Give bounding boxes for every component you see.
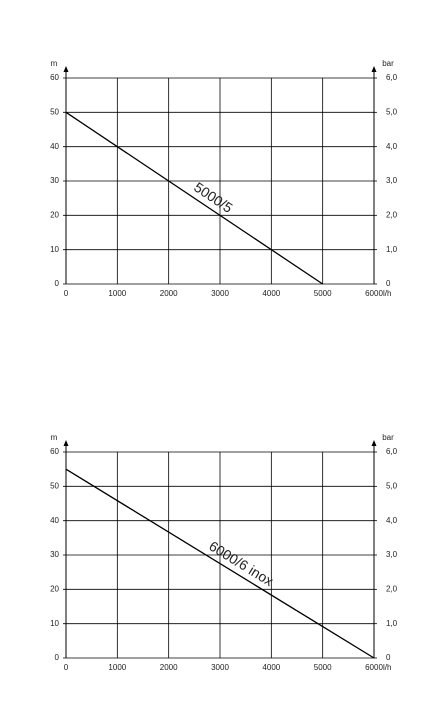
x-tick-label: 2000 [160,663,178,672]
y-tick-label: 10 [50,245,59,254]
x-tick-label: 4000 [262,289,280,298]
axis-arrow [371,66,377,72]
y-tick-label: 0 [55,653,60,662]
line-label: 6000/6 inox [206,538,276,589]
y2-tick-label: 2,0 [386,584,398,593]
y-tick-label: 40 [50,516,59,525]
x-axis-label: l/h [383,289,391,298]
x-tick-label: 3000 [211,663,229,672]
y2-tick-label: 4,0 [386,142,398,151]
x-tick-label: 4000 [262,663,280,672]
x-tick-label: 6000 [365,663,383,672]
y2-tick-label: 0 [386,279,391,288]
y-tick-label: 30 [50,176,59,185]
y-axis-label: m [51,433,58,442]
y-tick-label: 30 [50,550,59,559]
y-axis-label: m [51,59,58,68]
y-tick-label: 50 [50,481,59,490]
x-tick-label: 5000 [314,289,332,298]
y2-tick-label: 3,0 [386,550,398,559]
axis-arrow [63,440,69,446]
y2-tick-label: 6,0 [386,447,398,456]
y2-tick-label: 0 [386,653,391,662]
y-tick-label: 0 [55,279,60,288]
y-tick-label: 10 [50,619,59,628]
x-tick-label: 6000 [365,289,383,298]
data-line [65,111,324,285]
y2-tick-label: 5,0 [386,481,398,490]
y-tick-label: 50 [50,107,59,116]
y2-tick-label: 1,0 [386,245,398,254]
x-tick-label: 1000 [108,289,126,298]
y2-tick-label: 5,0 [386,107,398,116]
x-tick-label: 0 [64,663,69,672]
x-tick-label: 3000 [211,289,229,298]
x-tick-label: 0 [64,289,69,298]
y2-axis-label: bar [382,433,394,442]
y2-tick-label: 3,0 [386,176,398,185]
x-tick-label: 5000 [314,663,332,672]
y-tick-label: 40 [50,142,59,151]
y2-tick-label: 6,0 [386,73,398,82]
x-axis-label: l/h [383,663,391,672]
y-tick-label: 20 [50,584,59,593]
x-tick-label: 2000 [160,289,178,298]
axis-arrow [371,440,377,446]
y-tick-label: 20 [50,210,59,219]
axis-arrow [63,66,69,72]
y2-axis-label: bar [382,59,394,68]
x-tick-label: 1000 [108,663,126,672]
y-tick-label: 60 [50,73,59,82]
y-tick-label: 60 [50,447,59,456]
y2-tick-label: 1,0 [386,619,398,628]
y2-tick-label: 4,0 [386,516,398,525]
data-line [65,468,375,659]
y2-tick-label: 2,0 [386,210,398,219]
